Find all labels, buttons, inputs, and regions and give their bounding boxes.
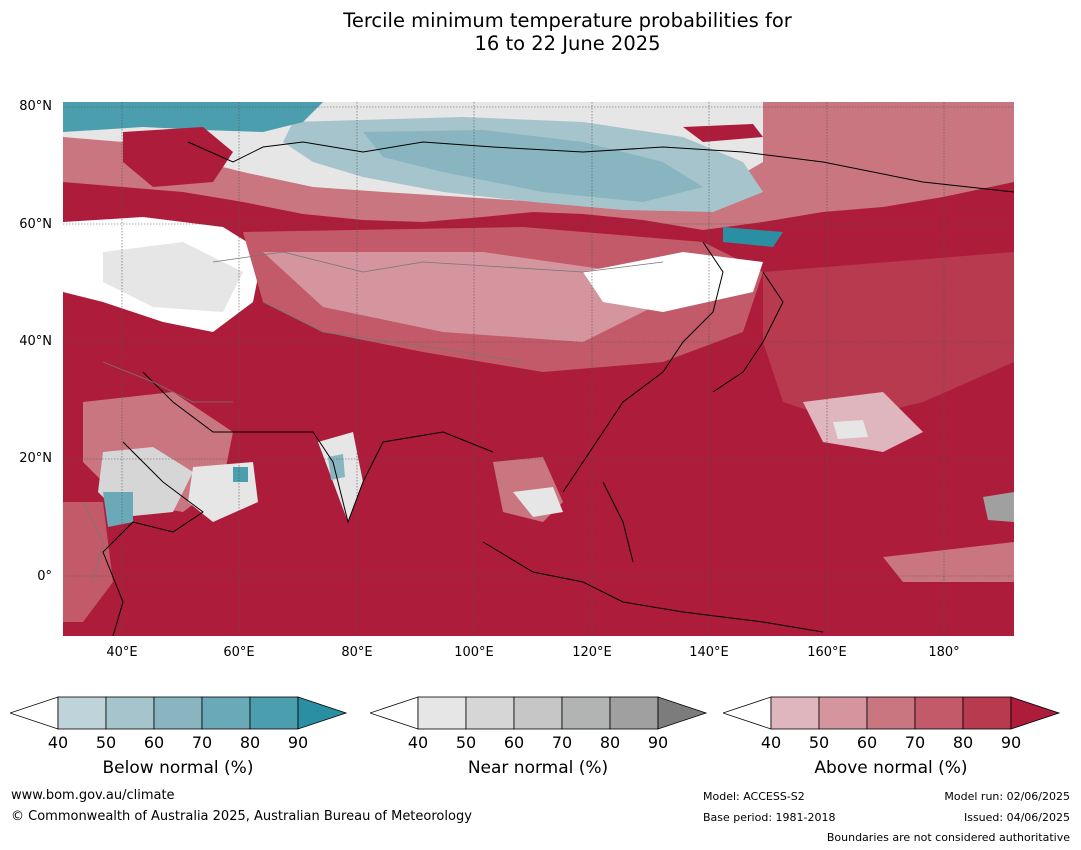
region-pacific-near-patch — [833, 420, 868, 439]
lon-label-40e: 40°E — [106, 645, 138, 660]
legend-above-bar — [723, 696, 1061, 730]
lon-label-120e: 120°E — [572, 645, 612, 660]
region-equatorial-pacific-above — [883, 542, 1014, 582]
lon-label-100e: 100°E — [454, 645, 494, 660]
legend-below-tick: 80 — [239, 733, 261, 752]
borders — [82, 251, 664, 583]
boundaries-disclaimer: Boundaries are not considered authoritat… — [826, 831, 1070, 844]
region-pacific-near-dark — [983, 492, 1014, 522]
region-arctic-island-above — [683, 124, 763, 142]
probability-map — [63, 102, 1014, 636]
legend-near-tick: 70 — [551, 733, 573, 752]
region-gulf-thailand-near — [513, 487, 563, 517]
region-scandinavia-above — [123, 127, 233, 187]
legend-near-tick: 40 — [407, 733, 429, 752]
region-manchuria-white — [583, 252, 763, 312]
legend-near-bar — [370, 696, 708, 730]
region-north-pacific-above — [763, 252, 1014, 422]
legend-below-normal — [10, 690, 350, 730]
issued-text: Issued: 04/06/2025 — [963, 811, 1070, 824]
lon-label-60e: 60°E — [223, 645, 255, 660]
region-arctic-below — [63, 102, 323, 132]
legend-above-tick: 80 — [952, 733, 974, 752]
region-east-africa-above — [63, 502, 113, 622]
lat-label-0: 0° — [37, 569, 52, 584]
title-line-2: 16 to 22 June 2025 — [474, 32, 661, 55]
legend-below-tick: 70 — [191, 733, 213, 752]
map-svg — [63, 102, 1014, 636]
legend-above-tick: 70 — [904, 733, 926, 752]
coastlines — [102, 141, 1014, 636]
lon-label-140e: 140°E — [689, 645, 729, 660]
lat-label-80n: 80°N — [19, 99, 52, 114]
lat-label-20n: 20°N — [19, 451, 52, 466]
legend-above-title: Above normal (%) — [814, 758, 968, 778]
region-siberia-below-2 — [363, 130, 703, 202]
region-central-asia-near — [103, 242, 243, 312]
legend-near-tick: 90 — [647, 733, 669, 752]
legend-above-tick: 40 — [760, 733, 782, 752]
legend-above-tick: 60 — [856, 733, 878, 752]
legend-above-normal — [723, 690, 1063, 730]
legend-near-tick: 60 — [503, 733, 525, 752]
legend-near-tick: 80 — [599, 733, 621, 752]
legend-above-tick: 90 — [1000, 733, 1022, 752]
region-arabian-sea-below — [233, 467, 248, 482]
lat-label-40n: 40°N — [19, 334, 52, 349]
legend-above-tick: 50 — [808, 733, 830, 752]
lon-label-80e: 80°E — [341, 645, 373, 660]
graticule — [63, 102, 1014, 636]
legend-below-tick: 50 — [95, 733, 117, 752]
lon-label-180: 180° — [928, 645, 960, 660]
region-horn-below — [103, 492, 133, 527]
legend-near-title: Near normal (%) — [467, 758, 609, 778]
model-text: Model: ACCESS-S2 — [703, 790, 805, 803]
legend-near-tick: 50 — [455, 733, 477, 752]
chart-title: Tercile minimum temperature probabilitie… — [0, 9, 1081, 55]
region-okhotsk-below — [723, 227, 783, 247]
website-link[interactable]: www.bom.gov.au/climate — [11, 788, 175, 803]
legend-below-tick: 60 — [143, 733, 165, 752]
model-run-text: Model run: 02/06/2025 — [944, 790, 1070, 803]
title-line-1: Tercile minimum temperature probabilitie… — [343, 9, 792, 32]
lat-label-60n: 60°N — [19, 217, 52, 232]
lon-label-160e: 160°E — [807, 645, 847, 660]
copyright-text: © Commonwealth of Australia 2025, Austra… — [11, 809, 472, 824]
legend-below-title: Below normal (%) — [102, 758, 254, 778]
legend-below-bar — [10, 696, 348, 730]
legend-below-tick: 90 — [287, 733, 309, 752]
legend-near-normal — [370, 690, 710, 730]
legend-below-tick: 40 — [47, 733, 69, 752]
region-mongolia-above — [263, 252, 663, 342]
base-period-text: Base period: 1981-2018 — [703, 811, 836, 824]
